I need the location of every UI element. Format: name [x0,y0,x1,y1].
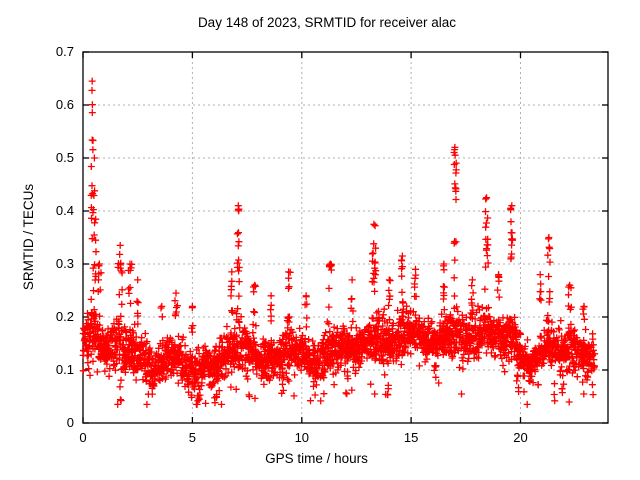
y-tick-label: 0.6 [55,97,74,112]
chart-title: Day 148 of 2023, SRMTID for receiver ala… [197,15,457,30]
y-tick-label: 0.3 [55,256,74,271]
x-tick-label: 15 [403,430,419,445]
x-tick-label: 0 [79,430,87,445]
y-tick-label: 0 [66,415,74,430]
plot-border [82,51,609,424]
data-points-srmtid [79,77,599,408]
y-tick-label: 0.2 [55,309,74,324]
x-tick-label: 20 [513,430,528,445]
gridlines [83,52,608,423]
y-tick-label: 0.5 [55,150,74,165]
x-axis-label: GPS time / hours [265,451,368,466]
y-tick-label: 0.4 [55,203,74,218]
x-tick-label: 10 [294,430,310,445]
y-tick-label: 0.7 [55,44,74,59]
x-tick-label: 5 [188,430,196,445]
y-tick-label: 0.1 [55,362,74,377]
